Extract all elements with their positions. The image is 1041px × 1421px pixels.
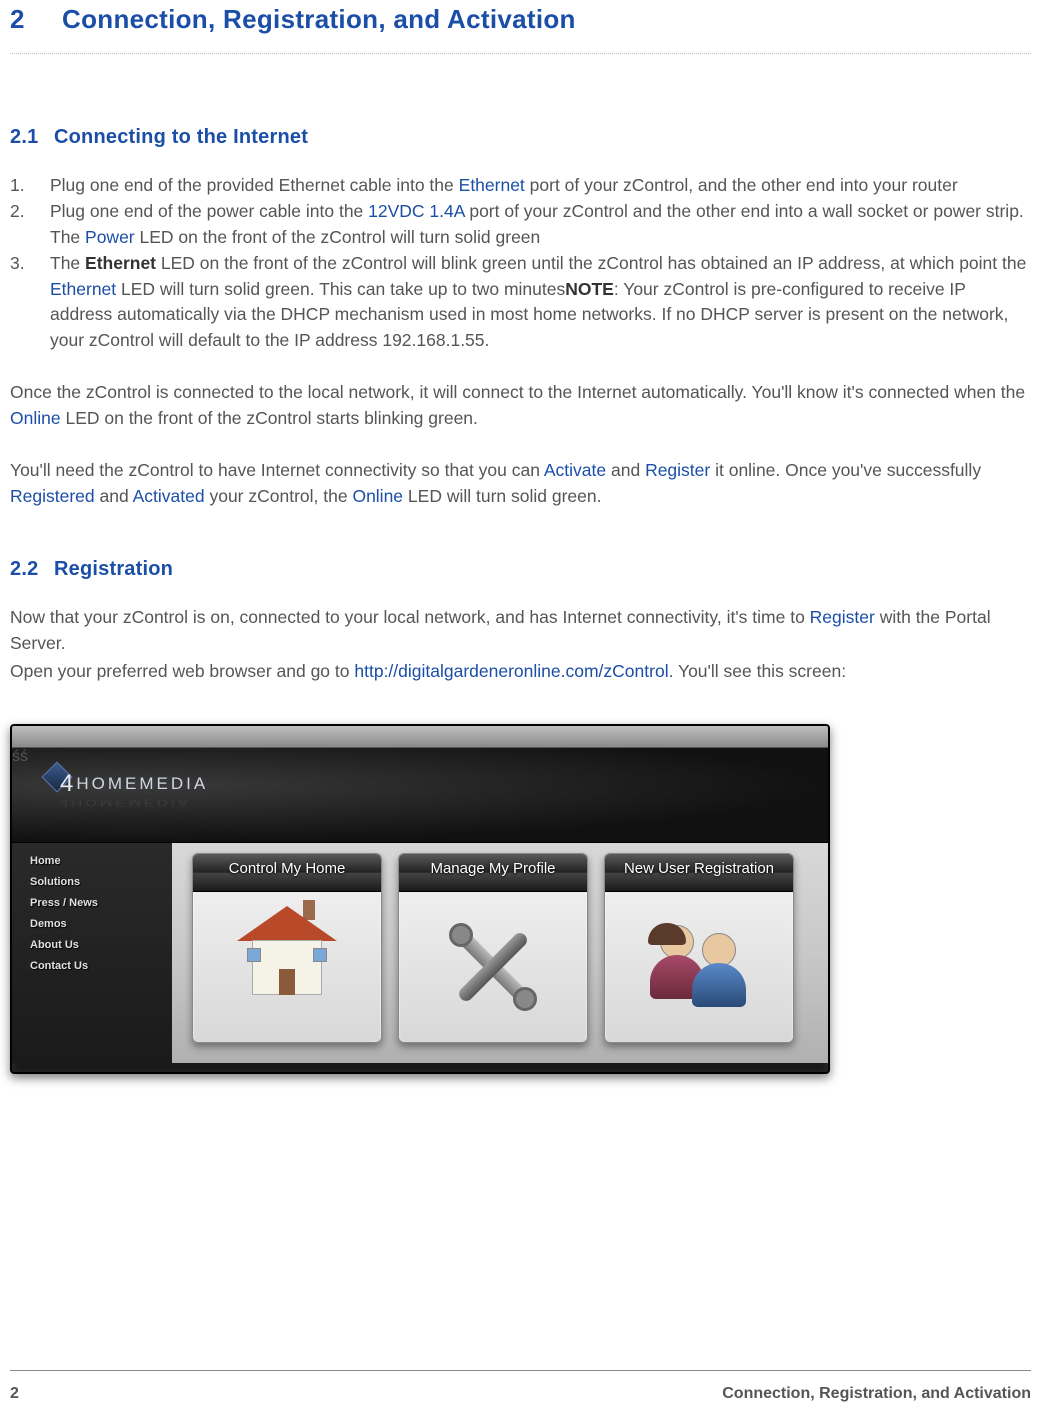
- paragraph-register-portal: Now that your zControl is on, connected …: [10, 605, 1031, 657]
- paragraph-online-led: Once the zControl is connected to the lo…: [10, 380, 1031, 432]
- keyword-online-2: Online: [352, 486, 403, 506]
- bold-note: NOTE: [565, 279, 614, 299]
- keyword-power: Power: [85, 227, 135, 247]
- step-3: The Ethernet LED on the front of the zCo…: [10, 251, 1031, 355]
- card-new-user-registration[interactable]: New User Registration: [604, 853, 794, 1043]
- keyword-ethernet-2: Ethernet: [50, 279, 116, 299]
- logo-reflection: 4HOMEMEDIA: [60, 797, 191, 809]
- sidebar-item-solutions[interactable]: Solutions: [30, 872, 172, 893]
- sidebar-item-demos[interactable]: Demos: [30, 914, 172, 935]
- link-portal-url[interactable]: http://digitalgardeneronline.com/zContro…: [354, 661, 668, 681]
- paragraph-open-browser: Open your preferred web browser and go t…: [10, 659, 1031, 685]
- steps-list: Plug one end of the provided Ethernet ca…: [10, 173, 1031, 354]
- bold-ethernet: Ethernet: [85, 253, 156, 273]
- card-header: New User Registration: [605, 854, 793, 892]
- keyword-activate: Activate: [544, 460, 606, 480]
- keyword-ethernet: Ethernet: [459, 175, 525, 195]
- card-header: Control My Home: [193, 854, 381, 892]
- chapter-title-text: Connection, Registration, and Activation: [62, 4, 576, 34]
- logo-text: 4HOMEMEDIA: [60, 770, 208, 798]
- section-2-1-title: 2.1Connecting to the Internet: [10, 126, 1031, 149]
- page-number: 2: [10, 1385, 19, 1403]
- sidebar-item-about-us[interactable]: About Us: [30, 935, 172, 956]
- keyword-activated: Activated: [133, 486, 205, 506]
- section-2-1-number: 2.1: [10, 126, 54, 149]
- section-2-2-title: 2.2Registration: [10, 558, 1031, 581]
- portal-screenshot: 4HOMEMEDIA 4HOMEMEDIA śś Home Solutions …: [10, 724, 830, 1074]
- sidebar-item-contact-us[interactable]: Contact Us: [30, 956, 172, 977]
- keyword-online: Online: [10, 408, 61, 428]
- chapter-number: 2: [10, 4, 62, 35]
- keyword-register-2: Register: [810, 607, 875, 627]
- keyword-12vdc: 12VDC 1.4A: [368, 201, 464, 221]
- page-footer: 2 Connection, Registration, and Activati…: [10, 1370, 1031, 1403]
- card-manage-my-profile[interactable]: Manage My Profile: [398, 853, 588, 1043]
- keyword-registered: Registered: [10, 486, 95, 506]
- banner: 4HOMEMEDIA 4HOMEMEDIA śś: [12, 748, 828, 843]
- section-2-2-text: Registration: [54, 558, 173, 580]
- users-icon: [605, 892, 793, 1042]
- sidebar-item-press-news[interactable]: Press / News: [30, 893, 172, 914]
- section-2-2-number: 2.2: [10, 558, 54, 581]
- cards-row: Control My Home Manage My Profile: [172, 843, 828, 1063]
- sidebar-item-home[interactable]: Home: [30, 851, 172, 872]
- card-header: Manage My Profile: [399, 854, 587, 892]
- wrench-icon: [399, 892, 587, 1042]
- step-2: Plug one end of the power cable into the…: [10, 199, 1031, 251]
- card-control-my-home[interactable]: Control My Home: [192, 853, 382, 1043]
- keyword-register: Register: [645, 460, 710, 480]
- footer-title: Connection, Registration, and Activation: [722, 1385, 1031, 1403]
- main-area: Home Solutions Press / News Demos About …: [12, 843, 828, 1063]
- step-1: Plug one end of the provided Ethernet ca…: [10, 173, 1031, 199]
- section-2-1-text: Connecting to the Internet: [54, 126, 308, 148]
- window-titlebar: [12, 726, 828, 748]
- paragraph-activate-register: You'll need the zControl to have Interne…: [10, 458, 1031, 510]
- chapter-title: 2Connection, Registration, and Activatio…: [10, 0, 1031, 54]
- house-icon: [193, 892, 381, 1042]
- sidebar-nav: Home Solutions Press / News Demos About …: [12, 843, 172, 1063]
